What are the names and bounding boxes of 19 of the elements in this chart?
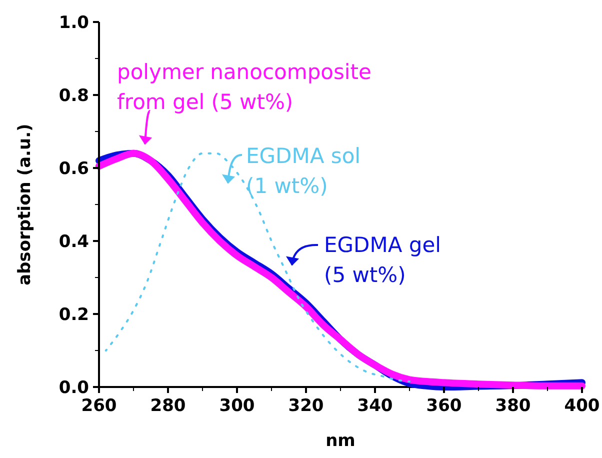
y-axis-title: absorption (a.u.) bbox=[15, 124, 35, 286]
y-tick-label: 0.0 bbox=[58, 378, 90, 398]
x-tick-label: 280 bbox=[150, 396, 186, 416]
x-tick-label: 400 bbox=[564, 396, 600, 416]
series-label: polymer nanocomposite from gel (5 wt%) bbox=[117, 60, 372, 114]
x-tick-label: 340 bbox=[357, 396, 393, 416]
x-tick-label: 320 bbox=[288, 396, 324, 416]
x-tick-label: 300 bbox=[219, 396, 255, 416]
x-axis-title: nm bbox=[326, 431, 356, 451]
legend-label: EGDMA gel (5 wt%) bbox=[324, 233, 441, 287]
x-tick-label: 380 bbox=[495, 396, 531, 416]
y-tick-label: 0.8 bbox=[58, 86, 89, 106]
x-tick-label: 360 bbox=[426, 396, 462, 416]
y-tick-label: 0.4 bbox=[58, 232, 90, 252]
legend-label: EGDMA sol (1 wt%) bbox=[246, 144, 360, 198]
y-tick-label: 0.2 bbox=[58, 305, 89, 325]
y-tick-label: 1.0 bbox=[58, 13, 90, 33]
x-tick-label: 260 bbox=[81, 396, 117, 416]
y-tick-label: 0.6 bbox=[58, 159, 89, 179]
